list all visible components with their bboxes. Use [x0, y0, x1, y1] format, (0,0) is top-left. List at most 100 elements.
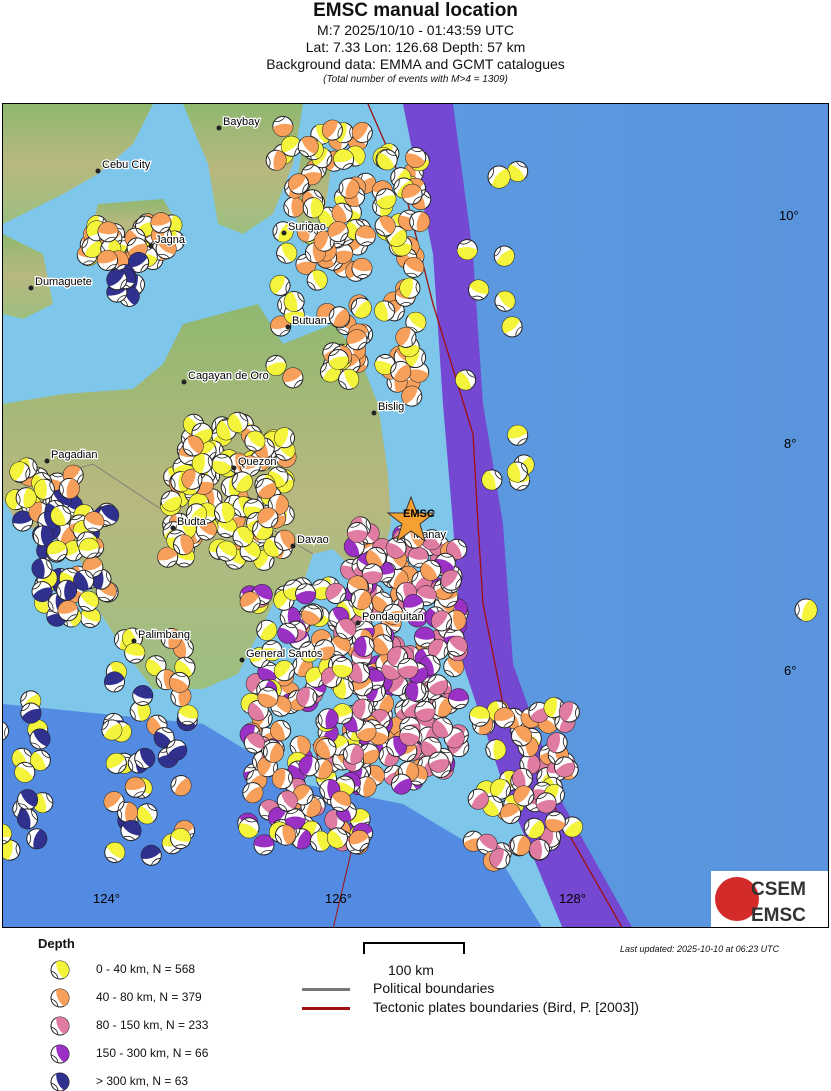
seismicity-map[interactable]: Baybay Cebu City Surigao Jagna Dumaguete Butu… [2, 103, 829, 928]
focal-mechanism [20, 702, 42, 724]
city-marker [371, 410, 377, 416]
focal-mechanism [529, 839, 551, 861]
focal-mechanism [26, 828, 48, 850]
focal-mechanism [172, 534, 194, 556]
focal-mechanism [160, 490, 182, 512]
city-label: Pagadian [51, 449, 98, 461]
focal-mechanism [456, 239, 478, 261]
event-location: Lat: 7.33 Lon: 126.68 Depth: 57 km [305, 39, 526, 55]
political-line-swatch [302, 988, 350, 991]
focal-mechanism [561, 816, 583, 838]
focal-mechanism [244, 430, 266, 452]
focal-mechanism [3, 720, 10, 742]
focal-mechanism [346, 329, 368, 351]
focal-mechanism [325, 583, 347, 605]
focal-mechanism [372, 634, 394, 656]
focal-mechanism [242, 782, 264, 804]
city-label: Baybay [223, 116, 260, 128]
focal-mechanism [280, 135, 302, 157]
focal-mechanism [511, 725, 533, 747]
city-marker [355, 620, 361, 626]
focal-mechanism [134, 747, 156, 769]
focal-mechanism [302, 197, 324, 219]
focal-mechanism [253, 834, 275, 856]
city-label: Cagayan de Oro [188, 370, 269, 382]
focal-mechanism [403, 256, 425, 278]
focal-mechanism [476, 833, 498, 855]
focal-mechanism [103, 791, 125, 813]
focal-mechanism [105, 752, 127, 774]
focal-mechanism [546, 732, 568, 754]
focal-mechanism [195, 519, 217, 541]
legend-beachball-icon [50, 1072, 70, 1091]
focal-mechanism [365, 546, 387, 568]
focal-mechanism [428, 751, 450, 773]
focal-mechanism [327, 221, 349, 243]
focal-mechanism [361, 563, 383, 585]
focal-mechanism [132, 684, 154, 706]
epicenter-label: EMSC [403, 508, 435, 520]
focal-mechanism [431, 610, 453, 632]
tectonic-line-swatch [302, 1007, 350, 1010]
focal-mechanism [255, 477, 277, 499]
focal-mechanism [338, 368, 360, 390]
focal-mechanism [15, 487, 37, 509]
focal-mechanism [500, 802, 522, 824]
focal-mechanism [407, 546, 429, 568]
focal-mechanism [257, 686, 279, 708]
legend-beachball-icon [50, 960, 70, 980]
focal-mechanism [328, 306, 350, 328]
focal-mechanism [352, 698, 374, 720]
city-labels: Baybay Cebu City Surigao Jagna Dumaguete Butu… [28, 115, 448, 663]
focal-mechanism [306, 269, 328, 291]
focal-mechanism [397, 657, 419, 679]
city-label: Budta [177, 516, 207, 528]
focal-mechanism [136, 803, 158, 825]
focal-mechanism [124, 642, 146, 664]
lat-10: 10° [779, 208, 799, 223]
city-label: Surigao [288, 221, 326, 233]
focal-mechanism [321, 119, 343, 141]
focal-mechanism [414, 626, 436, 648]
focal-mechanism [155, 238, 177, 260]
city-label: Bislig [378, 401, 404, 413]
focal-mechanism [507, 424, 529, 446]
city-marker [148, 243, 154, 249]
focal-mechanism [106, 269, 128, 291]
focal-mechanism [120, 820, 142, 842]
focal-mechanism [405, 680, 427, 702]
focal-mechanism [274, 824, 296, 846]
focal-mechanism [315, 737, 337, 759]
epicenter-star[interactable] [386, 495, 436, 543]
focal-mechanism [177, 704, 199, 726]
legend-title: Depth [38, 936, 75, 951]
focal-mechanism [405, 147, 427, 169]
focal-mechanism [129, 700, 151, 722]
focal-mechanism [440, 569, 462, 591]
background-data: Background data: EMMA and GCMT catalogue… [266, 56, 565, 72]
city-marker [239, 657, 245, 663]
focal-mechanism [153, 727, 175, 749]
focal-mechanism [150, 212, 172, 234]
city-marker [231, 465, 237, 471]
focal-mechanism [794, 598, 818, 622]
focal-mechanism [283, 290, 305, 312]
legend-beachball-icon [50, 1044, 70, 1064]
land-negros [3, 234, 53, 319]
scale-label: 100 km [388, 962, 434, 978]
focal-mechanism [353, 635, 375, 657]
legend-item-label: 0 - 40 km, N = 568 [96, 962, 196, 976]
focal-mechanism [401, 385, 423, 407]
city-label: Dumaguete [35, 276, 92, 288]
focal-mechanism [427, 639, 449, 661]
focal-mechanism [544, 811, 566, 833]
focal-mechanism [385, 537, 407, 559]
lat-labels: 10° 8° 6° 124° 126° 128° [93, 208, 799, 906]
focal-mechanism [78, 537, 100, 559]
city-marker [44, 458, 50, 464]
focal-mechanism [96, 249, 118, 271]
legend-beachball [50, 960, 70, 980]
focal-mechanism [31, 581, 53, 603]
focal-mechanism [232, 526, 254, 548]
city-marker [131, 638, 137, 644]
